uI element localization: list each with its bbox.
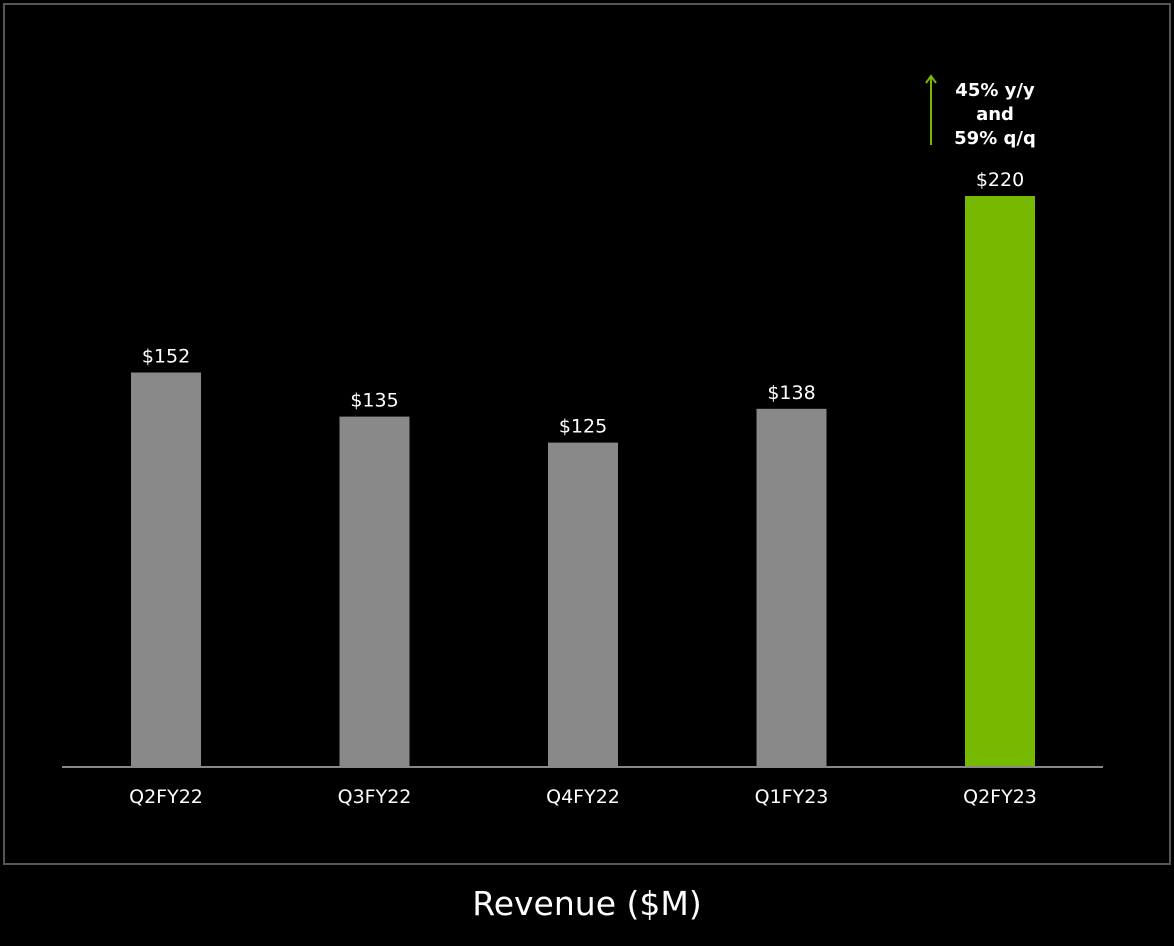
bar-Q1FY23	[756, 408, 827, 767]
bar-Q2FY22	[131, 372, 201, 767]
value-label-Q3FY22: $135	[350, 390, 398, 412]
tick-label-Q4FY22: Q4FY22	[546, 786, 620, 808]
value-label-Q2FY22: $152	[142, 346, 190, 368]
value-label-Q1FY23: $138	[767, 382, 815, 404]
tick-labels-layer: Q2FY22 Q3FY22 Q4FY22 Q1FY23 Q2FY23	[129, 786, 1037, 808]
growth-callout: 45% y/y and 59% q/q	[925, 74, 1036, 149]
value-label-Q4FY22: $125	[559, 416, 607, 438]
tick-label-Q2FY23: Q2FY23	[963, 786, 1037, 808]
up-arrow-head	[925, 74, 937, 84]
tick-label-Q3FY22: Q3FY22	[338, 786, 412, 808]
bar-Q4FY22	[548, 442, 618, 767]
bars-layer	[131, 196, 1035, 767]
bar-chart: $152$135$125$138$220 Q2FY22 Q3FY22 Q4FY22 Q…	[62, 74, 1103, 808]
callout-line-1: 45% y/y	[955, 80, 1035, 101]
callout-line-2: and	[976, 104, 1014, 125]
value-labels-layer: $152 $135 $125 $138 $220	[142, 169, 1024, 438]
chart-frame	[3, 3, 1171, 865]
bar-Q2FY23	[965, 196, 1035, 767]
value-label-Q2FY23: $220	[976, 169, 1024, 191]
bar-Q3FY22	[339, 416, 410, 767]
chart-caption: Revenue ($M)	[472, 884, 702, 923]
tick-label-Q1FY23: Q1FY23	[755, 786, 829, 808]
callout-line-3: 59% q/q	[954, 128, 1036, 149]
tick-label-Q2FY22: Q2FY22	[129, 786, 203, 808]
